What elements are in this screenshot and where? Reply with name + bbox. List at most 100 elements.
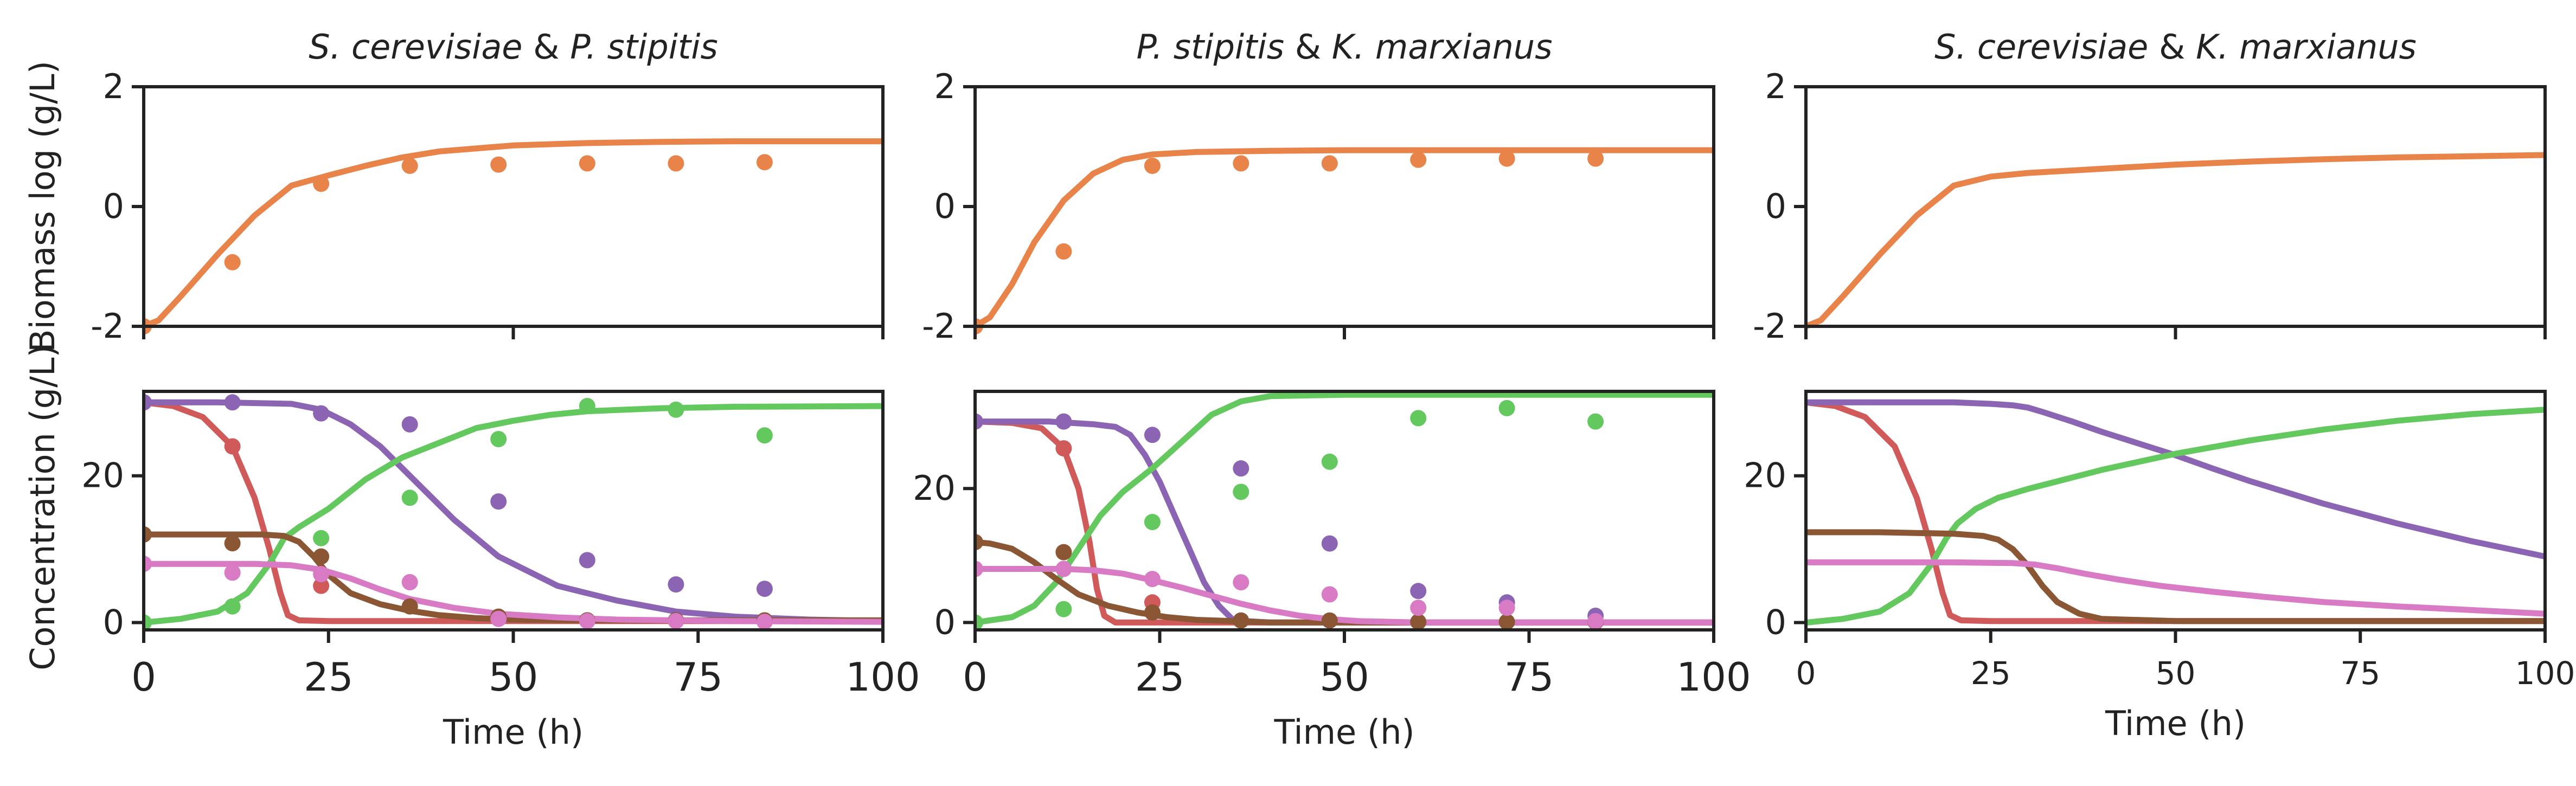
biomass-point <box>490 156 507 173</box>
acetate-point <box>1055 544 1072 560</box>
y-tick-label: 20 <box>1744 456 1786 495</box>
glucose-curve <box>1806 399 2545 624</box>
acetate-point <box>1321 612 1338 629</box>
x-axis-label: Time (h) <box>2105 704 2246 743</box>
ethanol-point <box>668 401 684 418</box>
ethanol-point <box>579 398 595 415</box>
x-tick-label: 100 <box>1676 654 1751 700</box>
plot-area <box>144 394 883 631</box>
panel-title: S. cerevisiae & K. marxianus <box>1934 27 2417 67</box>
ethanol-curve <box>1806 407 2545 626</box>
x-tick-label: 75 <box>2340 655 2380 692</box>
y-tick-label: -2 <box>91 306 124 346</box>
ethanol-point <box>1055 601 1072 617</box>
x-axis-label: Time (h) <box>1273 712 1414 752</box>
ethanol-point <box>1498 400 1515 416</box>
biomass-point <box>1233 155 1249 172</box>
biomass-point <box>1498 150 1515 167</box>
glycerol-point <box>1587 613 1604 629</box>
x-tick-label: 0 <box>963 654 988 700</box>
ethanol-point <box>224 598 241 615</box>
x-tick-label: 0 <box>131 654 156 700</box>
y-tick-label: 0 <box>103 186 124 226</box>
glycerol-point <box>1233 574 1249 591</box>
x-tick-label: 25 <box>1135 654 1185 700</box>
xylose-point <box>313 405 330 422</box>
x-tick-label: 25 <box>1971 655 2011 692</box>
ethanol-point <box>144 614 152 631</box>
x-tick-label: 75 <box>1504 654 1554 700</box>
y-tick-label: 20 <box>913 468 956 508</box>
y-axis-label: Concentration (g/L) <box>23 344 62 670</box>
glycerol-point <box>1410 600 1427 616</box>
ethanol-point <box>1587 413 1604 430</box>
glycerol-point <box>668 613 684 629</box>
biomass-point <box>401 157 418 174</box>
ethanol-curve <box>975 391 1714 626</box>
xylose-point <box>756 581 773 597</box>
glycerol-point <box>224 564 241 581</box>
acetate-point <box>401 598 418 615</box>
panel-p3-biomass: 2 0 -2 S. cerevisiae & K. marxianus <box>1753 27 2547 346</box>
y-tick-label: 2 <box>1765 67 1786 106</box>
plot-area <box>975 391 1714 631</box>
y-tick-label: 0 <box>1765 186 1786 226</box>
ethanol-point <box>313 530 330 546</box>
acetate-curve <box>975 539 1714 626</box>
xylose-curve <box>144 399 883 624</box>
biomass-curve <box>144 138 883 330</box>
panel-p1-biomass: 2 0 -2 S. cerevisiae & P. stipitis Biomass l… <box>23 27 885 352</box>
xylose-point <box>490 493 507 510</box>
xylose-point <box>401 416 418 433</box>
xylose-point <box>1410 583 1427 600</box>
acetate-point <box>313 548 330 565</box>
x-tick-label: 50 <box>1319 654 1369 700</box>
glycerol-point <box>1498 600 1515 616</box>
glycerol-point <box>1055 560 1072 577</box>
x-tick-label: 100 <box>2515 655 2575 692</box>
y-tick-label: 2 <box>934 67 956 106</box>
x-tick-label: 50 <box>489 654 539 700</box>
y-tick-label: 2 <box>103 67 124 106</box>
glucose-point <box>1055 440 1072 457</box>
ethanol-point <box>756 427 773 444</box>
xylose-point <box>1144 427 1161 443</box>
glycerol-point <box>144 556 152 572</box>
xylose-point <box>1321 535 1338 552</box>
glucose-point <box>224 438 241 455</box>
xylose-point <box>1233 460 1249 477</box>
xylose-point <box>224 394 241 411</box>
ethanol-curve <box>144 403 883 626</box>
x-axis-label: Time (h) <box>443 712 584 752</box>
acetate-point <box>1410 614 1427 630</box>
y-tick-label: 0 <box>934 186 956 226</box>
ethanol-point <box>401 489 418 506</box>
xylose-point <box>1055 413 1072 430</box>
plot-area <box>975 147 1714 334</box>
glycerol-point <box>490 610 507 627</box>
panel-p2-conc: 20 00 25 50 75 100 Time (h) <box>913 390 1751 752</box>
glucose-curve <box>975 418 1714 626</box>
axes-frame <box>142 85 885 328</box>
biomass-point <box>1055 243 1072 260</box>
acetate-point <box>224 535 241 552</box>
y-axis-label: Biomass log (g/L) <box>23 61 62 352</box>
biomass-point <box>1410 151 1427 168</box>
y-tick-label: 0 <box>1765 602 1786 642</box>
glycerol-point <box>401 574 418 590</box>
ethanol-point <box>1321 453 1338 470</box>
axes-frame <box>1804 390 2547 632</box>
biomass-point <box>1587 150 1604 167</box>
axes-frame <box>1804 85 2547 328</box>
glycerol-curve <box>144 560 883 625</box>
biomass-point <box>579 155 595 172</box>
biomass-point <box>1144 157 1161 174</box>
glycerol-curve <box>1806 559 2545 617</box>
panel-p1-conc: 20 00 25 50 75 100 Time (h) Concentration (g/L) <box>23 344 920 752</box>
plot-area <box>1806 399 2545 626</box>
glycerol-curve <box>975 566 1714 626</box>
acetate-point <box>975 534 983 551</box>
biomass-curve <box>975 147 1714 330</box>
